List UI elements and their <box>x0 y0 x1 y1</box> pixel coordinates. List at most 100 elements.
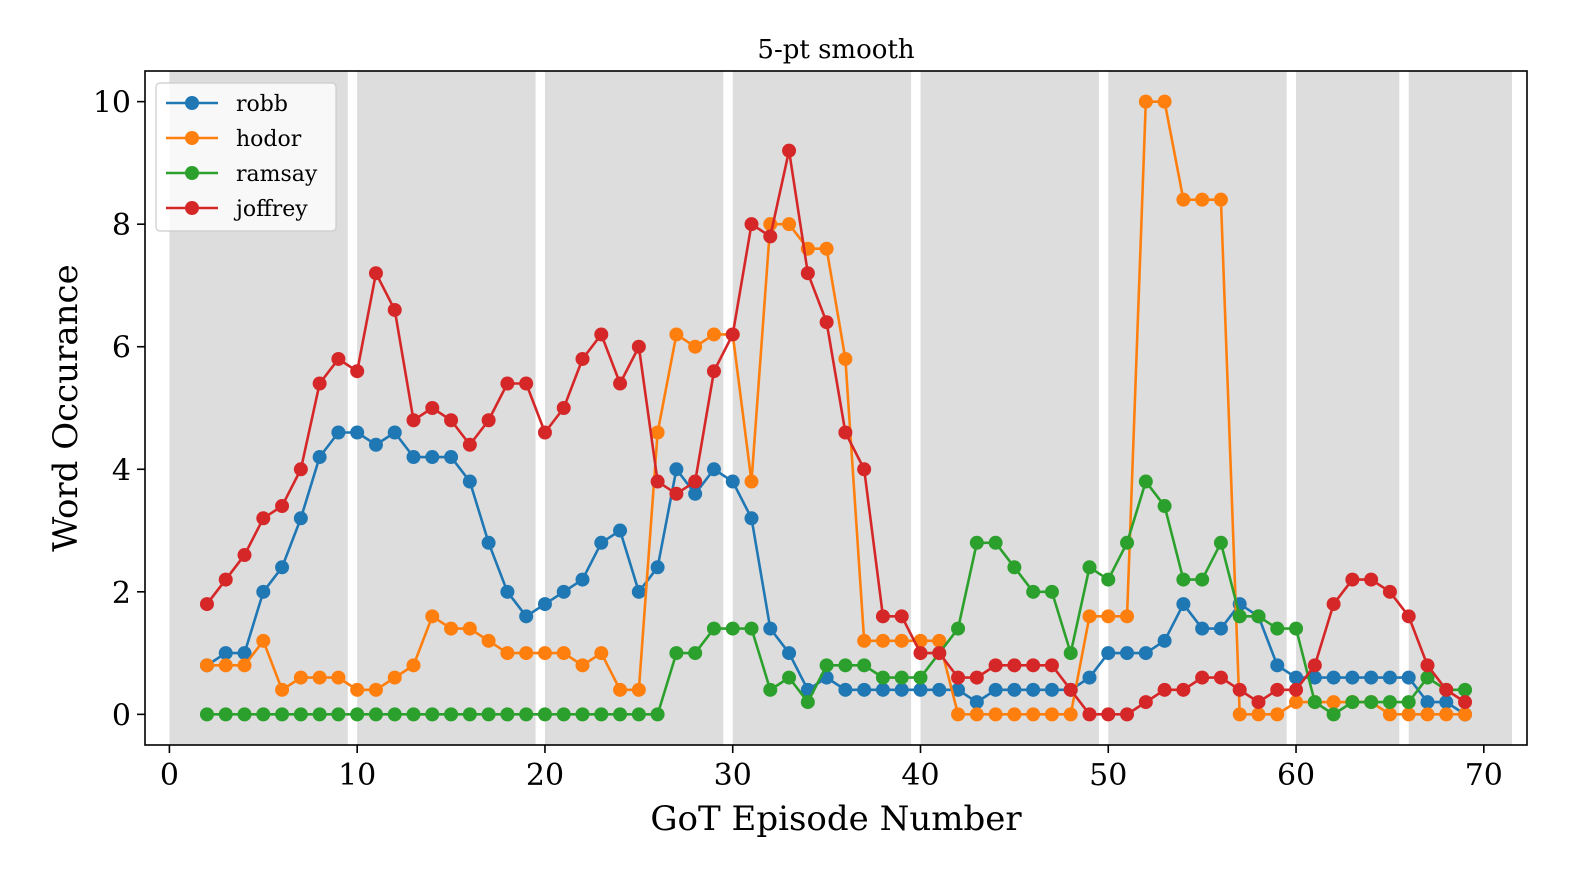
data-point-joffrey <box>1232 682 1247 697</box>
data-point-ramsay <box>256 707 271 722</box>
x-tick-label: 0 <box>160 758 179 793</box>
data-point-robb <box>1213 621 1228 636</box>
data-point-ramsay <box>1232 609 1247 624</box>
data-point-hodor <box>500 646 515 661</box>
data-point-ramsay <box>575 707 590 722</box>
data-point-ramsay <box>951 621 966 636</box>
data-point-hodor <box>331 670 346 685</box>
data-point-ramsay <box>406 707 421 722</box>
legend-marker <box>185 96 199 110</box>
series-ramsay <box>199 474 1473 722</box>
data-point-ramsay <box>500 707 515 722</box>
data-point-ramsay <box>1101 572 1116 587</box>
data-point-robb <box>293 511 308 526</box>
legend-item-ramsay: ramsay <box>166 162 318 187</box>
data-point-joffrey <box>1364 572 1379 587</box>
data-point-robb <box>650 560 665 575</box>
data-point-ramsay <box>800 695 815 710</box>
data-point-ramsay <box>1195 572 1210 587</box>
data-point-robb <box>1326 670 1341 685</box>
data-point-hodor <box>256 633 271 648</box>
data-point-hodor <box>519 646 534 661</box>
x-tick-label: 40 <box>901 758 939 793</box>
data-point-hodor <box>613 682 628 697</box>
data-point-joffrey <box>481 413 496 428</box>
series-hodor <box>199 94 1473 722</box>
data-point-ramsay <box>669 646 684 661</box>
data-point-hodor <box>1044 707 1059 722</box>
data-point-joffrey <box>1157 682 1172 697</box>
data-point-ramsay <box>875 670 890 685</box>
data-point-robb <box>969 695 984 710</box>
data-point-robb <box>1382 670 1397 685</box>
data-point-hodor <box>575 658 590 673</box>
data-point-joffrey <box>537 425 552 440</box>
data-point-robb <box>218 646 233 661</box>
data-point-ramsay <box>782 670 797 685</box>
data-point-robb <box>613 523 628 538</box>
data-point-ramsay <box>650 707 665 722</box>
data-point-ramsay <box>594 707 609 722</box>
data-point-ramsay <box>744 621 759 636</box>
data-point-robb <box>500 584 515 599</box>
axis-ticks: 0 10 20 30 40 50 60 70 0 2 4 6 8 10 <box>93 86 1503 793</box>
data-point-robb <box>913 682 928 697</box>
data-point-ramsay <box>857 658 872 673</box>
data-point-robb <box>1026 682 1041 697</box>
data-point-hodor <box>1251 707 1266 722</box>
season-band-3 <box>544 71 724 745</box>
data-point-ramsay <box>1213 535 1228 550</box>
data-point-robb <box>387 425 402 440</box>
season-band-7 <box>1296 71 1400 745</box>
data-point-joffrey <box>350 364 365 379</box>
data-point-hodor <box>1401 707 1416 722</box>
legend-item-robb: robb <box>166 92 288 117</box>
data-point-ramsay <box>1289 621 1304 636</box>
data-point-ramsay <box>519 707 534 722</box>
data-point-ramsay <box>706 621 721 636</box>
data-point-joffrey <box>556 401 571 415</box>
data-point-robb <box>631 584 646 599</box>
data-point-robb <box>1289 670 1304 685</box>
data-point-hodor <box>537 646 552 661</box>
x-tick-label: 70 <box>1465 758 1503 793</box>
data-point-robb <box>1401 670 1416 685</box>
data-point-ramsay <box>387 707 402 722</box>
data-point-ramsay <box>312 707 327 722</box>
data-point-hodor <box>988 707 1003 722</box>
data-point-robb <box>875 682 890 697</box>
data-point-hodor <box>932 633 947 648</box>
data-point-joffrey <box>368 266 383 281</box>
data-point-joffrey <box>444 413 459 428</box>
data-point-robb <box>1007 682 1022 697</box>
data-point-robb <box>425 450 440 465</box>
data-point-joffrey <box>594 327 609 342</box>
data-point-joffrey <box>462 437 477 452</box>
legend-label: hodor <box>236 127 302 152</box>
data-point-robb <box>1195 621 1210 636</box>
data-point-robb <box>594 535 609 550</box>
data-point-joffrey <box>650 474 665 489</box>
data-point-ramsay <box>368 707 383 722</box>
data-point-robb <box>1157 633 1172 648</box>
data-point-robb <box>744 511 759 526</box>
data-point-joffrey <box>1345 572 1360 587</box>
data-point-robb <box>406 450 421 465</box>
data-point-ramsay <box>894 670 909 685</box>
data-point-joffrey <box>1026 658 1041 673</box>
data-point-ramsay <box>1307 695 1322 710</box>
legend-label: joffrey <box>233 197 308 222</box>
data-point-hodor <box>631 682 646 697</box>
data-point-robb <box>1364 670 1379 685</box>
data-point-robb <box>237 646 252 661</box>
data-point-joffrey <box>894 609 909 624</box>
data-point-hodor <box>1213 192 1228 207</box>
data-point-joffrey <box>875 609 890 624</box>
data-point-ramsay <box>1458 682 1473 697</box>
data-point-hodor <box>1382 707 1397 722</box>
data-point-joffrey <box>631 339 646 354</box>
data-point-robb <box>1176 597 1191 612</box>
data-point-robb <box>1270 658 1285 673</box>
series-joffrey <box>199 143 1473 722</box>
data-point-joffrey <box>1138 695 1153 710</box>
